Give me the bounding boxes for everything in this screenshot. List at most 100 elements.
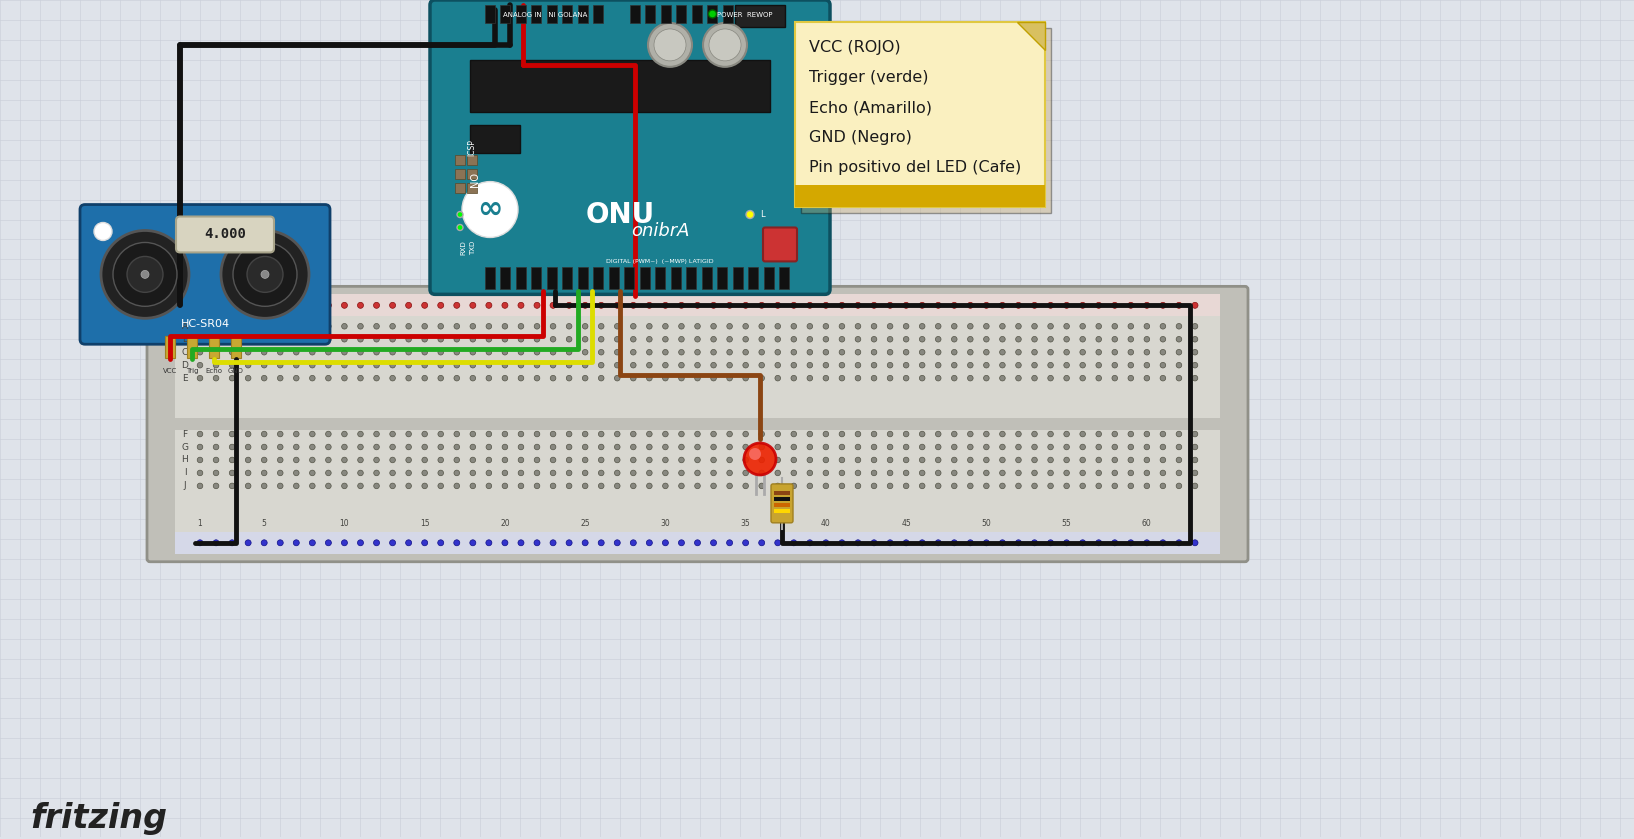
Circle shape (598, 431, 605, 437)
Circle shape (245, 539, 252, 546)
Circle shape (325, 431, 332, 437)
Circle shape (647, 470, 652, 476)
Circle shape (614, 324, 619, 329)
Circle shape (807, 375, 812, 381)
Circle shape (904, 349, 909, 355)
Circle shape (663, 483, 668, 488)
Circle shape (935, 362, 941, 368)
Circle shape (1047, 336, 1054, 342)
Circle shape (1080, 539, 1085, 546)
Circle shape (709, 10, 716, 18)
Circle shape (647, 302, 652, 308)
Bar (531, 5, 541, 23)
Circle shape (1000, 324, 1005, 329)
Circle shape (1096, 375, 1101, 381)
Circle shape (678, 362, 685, 368)
Text: onibrA: onibrA (631, 222, 690, 241)
Circle shape (887, 444, 892, 450)
Bar (722, 5, 734, 23)
Circle shape (1000, 444, 1005, 450)
Circle shape (967, 444, 974, 450)
Circle shape (1064, 324, 1069, 329)
Bar (467, 154, 477, 164)
Circle shape (951, 336, 958, 342)
Bar (779, 268, 789, 289)
Circle shape (358, 302, 363, 308)
Circle shape (471, 457, 475, 463)
Circle shape (485, 444, 492, 450)
Bar (562, 268, 572, 289)
Circle shape (518, 324, 525, 329)
Circle shape (229, 336, 235, 342)
Circle shape (485, 483, 492, 488)
Circle shape (422, 444, 428, 450)
Circle shape (711, 483, 716, 488)
Circle shape (294, 324, 299, 329)
Circle shape (1193, 362, 1198, 368)
Circle shape (887, 362, 892, 368)
Circle shape (694, 444, 701, 450)
Circle shape (261, 431, 266, 437)
Circle shape (1096, 431, 1101, 437)
Circle shape (438, 483, 443, 488)
Circle shape (631, 349, 636, 355)
Circle shape (1096, 324, 1101, 329)
Circle shape (935, 431, 941, 437)
Circle shape (1000, 470, 1005, 476)
Circle shape (678, 539, 685, 546)
Circle shape (1015, 302, 1021, 308)
Circle shape (1176, 431, 1181, 437)
Circle shape (1160, 483, 1165, 488)
Circle shape (711, 539, 717, 546)
Circle shape (758, 444, 765, 450)
Bar (471, 125, 520, 153)
Circle shape (647, 539, 652, 546)
Circle shape (678, 336, 685, 342)
Circle shape (631, 539, 636, 546)
Circle shape (840, 483, 845, 488)
Circle shape (1031, 375, 1038, 381)
Circle shape (391, 483, 395, 488)
Circle shape (245, 336, 252, 342)
Circle shape (518, 470, 525, 476)
Circle shape (374, 375, 379, 381)
Bar (593, 5, 603, 23)
Circle shape (1047, 483, 1054, 488)
Circle shape (727, 483, 732, 488)
Circle shape (1047, 324, 1054, 329)
Circle shape (582, 457, 588, 463)
Circle shape (742, 539, 748, 546)
Circle shape (871, 362, 877, 368)
Circle shape (502, 444, 508, 450)
Bar (547, 5, 557, 23)
Circle shape (1144, 349, 1150, 355)
Bar (717, 268, 727, 289)
Circle shape (727, 302, 732, 308)
Circle shape (534, 470, 539, 476)
Circle shape (711, 302, 717, 308)
Circle shape (824, 539, 828, 546)
Circle shape (518, 539, 525, 546)
Circle shape (678, 375, 685, 381)
Circle shape (198, 375, 203, 381)
Circle shape (758, 483, 765, 488)
Bar (676, 5, 686, 23)
Circle shape (391, 470, 395, 476)
Circle shape (245, 349, 252, 355)
Circle shape (1016, 483, 1021, 488)
Circle shape (904, 375, 909, 381)
Circle shape (871, 444, 877, 450)
Circle shape (374, 362, 379, 368)
Circle shape (791, 349, 797, 355)
Circle shape (405, 349, 412, 355)
Circle shape (374, 336, 379, 342)
Circle shape (1160, 336, 1165, 342)
Circle shape (791, 444, 797, 450)
Circle shape (887, 375, 892, 381)
Circle shape (871, 349, 877, 355)
Circle shape (471, 539, 475, 546)
Bar (175, 532, 1221, 554)
Circle shape (278, 444, 283, 450)
Circle shape (727, 362, 732, 368)
Circle shape (1047, 431, 1054, 437)
